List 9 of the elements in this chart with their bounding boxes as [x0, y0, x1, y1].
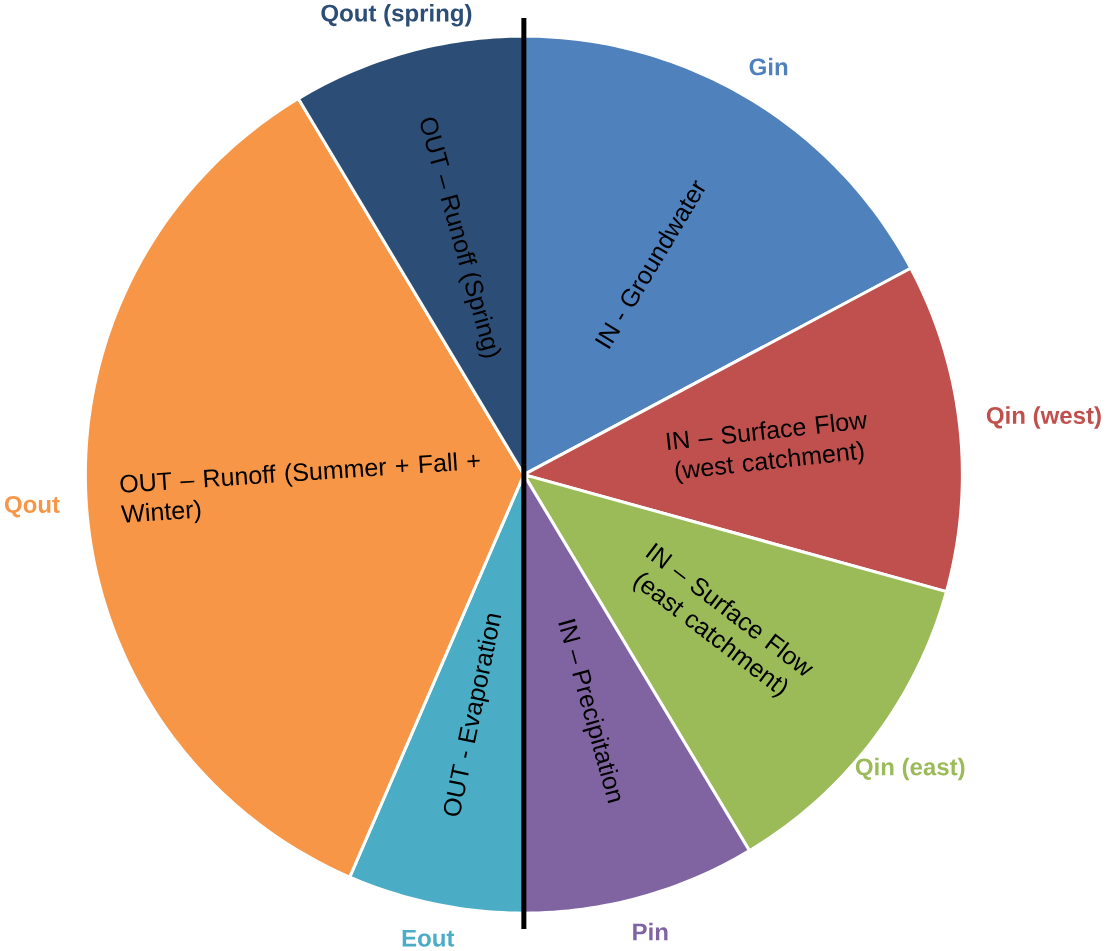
- slice-label: Qin (east): [855, 757, 965, 781]
- text: OUT – Runoff (Summer + Fall + Winter): [120, 452, 480, 524]
- slice-label: Gin: [749, 57, 788, 76]
- slice-label: Qout (spring): [321, 4, 472, 27]
- slice-label: Eout: [402, 930, 455, 947]
- slice-label: Pin: [633, 922, 668, 941]
- slice-label: Qin (west): [986, 406, 1101, 429]
- slice-label: Qout: [4, 496, 60, 518]
- text: IN – Surface Flow (west catchment): [666, 413, 867, 485]
